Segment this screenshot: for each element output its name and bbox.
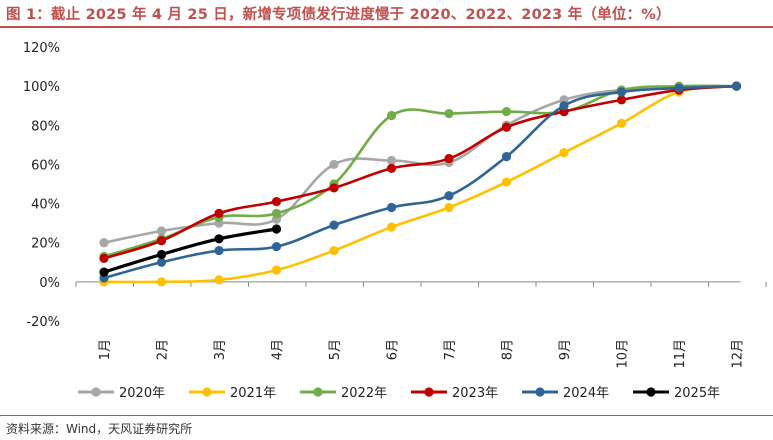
- data-point: [444, 108, 454, 119]
- data-point: [271, 242, 282, 252]
- legend-label: 2023年: [452, 386, 498, 401]
- y-tick-label: 20%: [31, 237, 60, 252]
- series-line: [103, 84, 737, 284]
- legend-swatch-marker: [535, 387, 545, 397]
- x-tick-label: 12月: [731, 339, 746, 369]
- y-tick-label: 0%: [39, 276, 60, 291]
- data-point: [616, 87, 627, 97]
- data-point: [731, 81, 742, 91]
- legend-item: 2024年: [522, 386, 609, 401]
- x-tick-label: 5月: [328, 339, 343, 360]
- legend-item: 2022年: [300, 386, 387, 401]
- series-line: [103, 227, 277, 274]
- legend-label: 2021年: [230, 386, 276, 401]
- footer-divider: [0, 415, 773, 416]
- title-divider: [0, 26, 773, 28]
- legend-item: 2020年: [78, 386, 165, 401]
- data-point: [386, 155, 397, 166]
- data-point: [674, 83, 684, 93]
- x-tick-label: 9月: [558, 339, 573, 360]
- y-tick-label: 80%: [31, 119, 60, 134]
- legend-item: 2025年: [633, 386, 720, 401]
- data-point: [271, 265, 282, 275]
- data-point: [214, 208, 224, 218]
- data-point: [214, 245, 224, 256]
- x-tick-label: 11月: [673, 339, 688, 369]
- data-point: [616, 118, 627, 128]
- legend: 2020年 2021年 2022年 2023年 2024年 2025年: [78, 386, 720, 401]
- data-point: [156, 236, 167, 246]
- data-point: [271, 197, 282, 207]
- data-point: [386, 222, 397, 232]
- legend-swatch-marker: [646, 387, 656, 397]
- series-2025年: [99, 224, 282, 277]
- x-tick-label: 1月: [98, 339, 113, 360]
- legend-swatch-marker: [424, 387, 434, 397]
- data-point: [329, 159, 339, 170]
- source-note: 资料来源：Wind，天风证券研究所: [6, 422, 193, 436]
- y-tick-label: 40%: [31, 198, 60, 213]
- data-point: [214, 234, 224, 244]
- data-point: [214, 275, 224, 285]
- x-tick-label: 6月: [386, 339, 401, 360]
- legend-item: 2021年: [189, 386, 276, 401]
- data-point: [501, 177, 512, 187]
- series-2024年: [99, 81, 742, 283]
- data-point: [156, 249, 167, 260]
- x-tick-label: 10月: [616, 339, 631, 369]
- data-point: [501, 122, 512, 132]
- legend-swatch-marker: [91, 387, 101, 397]
- data-point: [271, 208, 282, 218]
- data-point: [444, 191, 454, 201]
- data-point: [559, 101, 569, 111]
- data-point: [329, 220, 339, 230]
- data-point: [156, 257, 167, 267]
- legend-label: 2020年: [119, 386, 165, 401]
- series-layer: [99, 81, 742, 287]
- data-point: [559, 148, 569, 158]
- y-tick-label: 100%: [23, 80, 60, 95]
- data-point: [616, 95, 627, 105]
- data-point: [444, 153, 454, 164]
- data-point: [156, 226, 167, 236]
- x-tick-label: 3月: [213, 339, 228, 360]
- chart-title: 图 1：截止 2025 年 4 月 25 日，新增专项债发行进度慢于 2020、…: [6, 7, 671, 23]
- data-point: [386, 202, 397, 213]
- legend-item: 2023年: [411, 386, 498, 401]
- data-point: [99, 253, 109, 263]
- legend-label: 2022年: [341, 386, 387, 401]
- data-point: [156, 277, 167, 287]
- data-point: [329, 245, 339, 256]
- data-point: [99, 267, 109, 277]
- data-point: [501, 152, 512, 162]
- legend-label: 2025年: [674, 386, 720, 401]
- series-line: [103, 84, 737, 280]
- x-tick-label: 7月: [443, 339, 458, 360]
- data-point: [329, 183, 339, 193]
- x-tick-label: 4月: [271, 339, 286, 360]
- data-point: [386, 163, 397, 173]
- y-tick-label: 60%: [31, 158, 60, 173]
- data-point: [99, 238, 109, 248]
- data-point: [501, 106, 512, 117]
- x-tick-label: 2月: [156, 339, 171, 360]
- legend-label: 2024年: [563, 386, 609, 401]
- legend-swatch-marker: [313, 387, 323, 397]
- data-point: [386, 110, 397, 121]
- y-tick-label: -20%: [26, 315, 60, 330]
- data-point: [444, 202, 454, 213]
- y-tick-label: 120%: [23, 41, 60, 56]
- x-tick-label: 8月: [501, 339, 516, 360]
- data-point: [271, 224, 282, 234]
- line-chart: -20% 0% 20% 40% 60% 80% 100% 120% 1月 2月 3月 4月 5月 6月 7月…: [23, 41, 767, 401]
- legend-swatch-marker: [202, 387, 212, 397]
